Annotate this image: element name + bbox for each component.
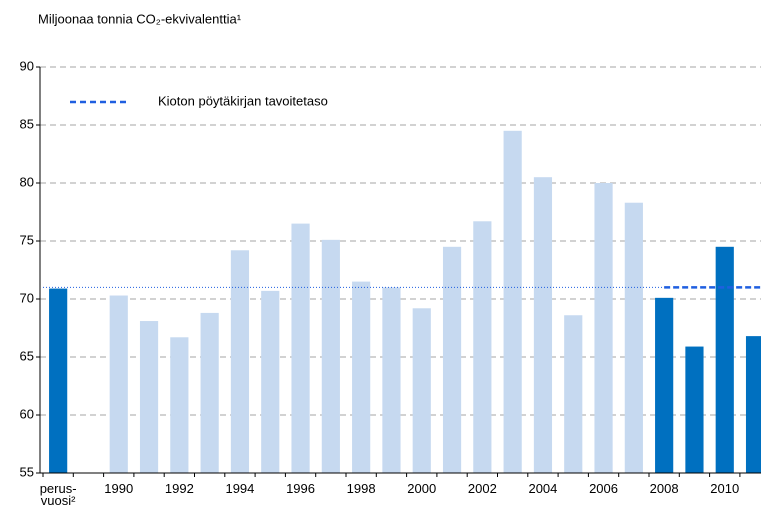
x-tick-label: 1990 xyxy=(104,483,134,496)
bar xyxy=(170,337,189,473)
y-tick-label: 65 xyxy=(20,348,34,363)
bar xyxy=(564,315,583,473)
x-tick-label: 2004 xyxy=(528,483,558,496)
bar xyxy=(594,183,613,473)
x-tick-label-box: 1998 xyxy=(346,483,376,496)
x-tick-label-box: 1992 xyxy=(164,483,194,496)
bar xyxy=(109,295,128,473)
x-tick-label-box: 2010 xyxy=(710,483,740,496)
x-tick-label: 2010 xyxy=(710,483,740,496)
y-tick-label: 55 xyxy=(20,464,34,479)
bar xyxy=(442,246,462,473)
legend-label: Kioton pöytäkirjan tavoitetaso xyxy=(158,93,328,108)
bar xyxy=(352,281,371,473)
bar xyxy=(139,321,159,473)
y-tick-label: 90 xyxy=(20,58,34,73)
bar xyxy=(624,202,643,473)
bar xyxy=(230,250,250,473)
bar xyxy=(533,177,553,473)
bar xyxy=(382,287,401,473)
x-tick-label-box: 2008 xyxy=(649,483,679,496)
y-tick-label: 60 xyxy=(20,406,34,421)
y-tick-label: 85 xyxy=(20,116,34,131)
x-tick-label: 1992 xyxy=(164,483,194,496)
bar xyxy=(745,336,761,473)
x-tick-label-box: 2006 xyxy=(589,483,618,496)
x-tick-label-box: 1996 xyxy=(286,483,315,496)
x-tick-label: 2008 xyxy=(649,483,679,496)
x-tick-label: 2002 xyxy=(467,483,497,496)
bar xyxy=(200,312,219,473)
x-tick-label: 2006 xyxy=(589,483,618,496)
chart-title: Miljoonaa tonnia CO₂-ekvivalenttia¹ xyxy=(38,11,242,26)
x-tick-label-box: 1990 xyxy=(104,483,134,496)
x-tick-label-box: perus-vuosi² xyxy=(39,483,77,508)
bar xyxy=(261,290,280,473)
x-tick-label: perus-vuosi² xyxy=(39,483,77,508)
y-tick-label: 70 xyxy=(20,290,34,305)
x-tick-label-box: 2004 xyxy=(528,483,558,496)
bar xyxy=(412,308,431,473)
x-tick-label: 1994 xyxy=(225,483,255,496)
x-tick-label-box: 1994 xyxy=(225,483,255,496)
bar xyxy=(291,223,310,473)
bar xyxy=(321,239,340,473)
bar xyxy=(473,221,492,473)
x-tick-label: 2000 xyxy=(407,483,437,496)
bar xyxy=(49,288,68,473)
x-tick-label: 1996 xyxy=(286,483,315,496)
y-tick-label: 75 xyxy=(20,232,34,247)
x-tick-label-box: 2002 xyxy=(467,483,497,496)
y-tick-label: 80 xyxy=(20,174,34,189)
x-tick-label: 1998 xyxy=(346,483,376,496)
bar xyxy=(503,130,522,474)
x-tick-label-box: 2000 xyxy=(407,483,437,496)
bar xyxy=(685,346,704,473)
bar xyxy=(715,246,734,473)
bar xyxy=(655,297,674,473)
